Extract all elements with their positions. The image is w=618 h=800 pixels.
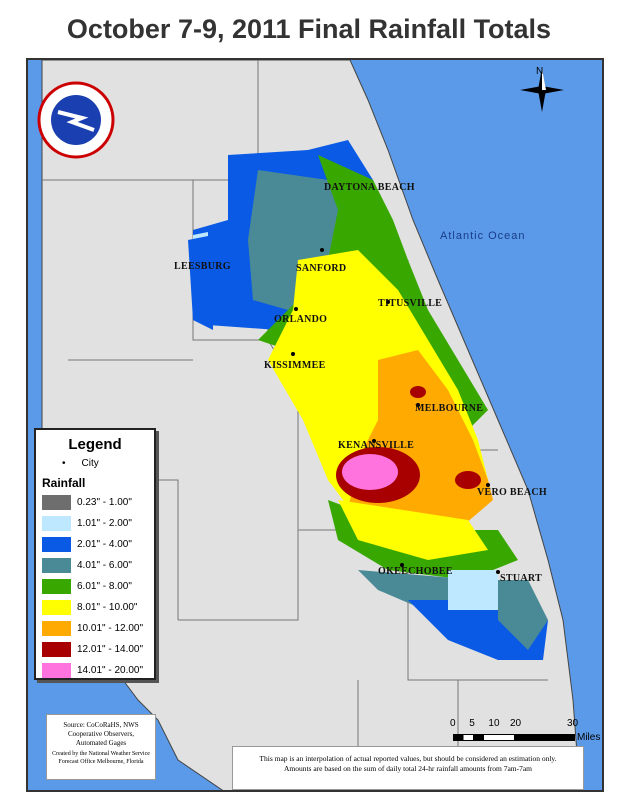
city-melbourne: MELBOURNE: [415, 403, 484, 414]
city-vero-beach: VERO BEACH: [477, 487, 547, 498]
legend-class-label: 8.01" - 10.00": [77, 602, 138, 613]
city-kenansville: KENANSVILLE: [338, 440, 415, 451]
rainfall-zones: [188, 140, 548, 660]
rainfall-map: DAYTONA BEACH LEESBURG SANFORD TITUSVILL…: [26, 58, 604, 792]
city-orlando: ORLANDO: [274, 314, 328, 325]
city-sanford: SANFORD: [296, 263, 347, 274]
city-titusville: TITUSVILLE: [378, 298, 443, 309]
legend-class: 12.01" - 14.00": [42, 639, 154, 660]
legend-class: 10.01" - 12.00": [42, 618, 154, 639]
credit-line: Forecast Office Melbourne, Florida: [58, 759, 144, 765]
legend-class: 4.01" - 6.00": [42, 555, 154, 576]
legend-swatch: [42, 558, 71, 573]
map-title: October 7-9, 2011 Final Rainfall Totals: [66, 14, 552, 44]
legend-swatch: [42, 516, 71, 531]
legend-swatch: [42, 663, 71, 678]
scale-unit: Miles: [577, 732, 601, 743]
legend-swatch: [42, 621, 71, 636]
source-line: Automated Gages: [75, 739, 127, 747]
scale-bar-graphic: [453, 734, 575, 741]
legend-swatch: [42, 579, 71, 594]
city-kissimmee: KISSIMMEE: [264, 360, 326, 371]
legend-swatch: [42, 537, 71, 552]
legend-class: 8.01" - 10.00": [42, 597, 154, 618]
legend-class-label: 6.01" - 8.00": [77, 581, 132, 592]
legend-class: 14.01" - 20.00": [42, 660, 154, 681]
legend-swatch: [42, 495, 71, 510]
north-arrow-icon: [520, 68, 564, 112]
nws-logo: [37, 81, 115, 159]
scale-tick: 20: [510, 718, 522, 729]
source-box: Source: CoCoRaHS, NWS Cooperative Observ…: [46, 714, 156, 780]
city-stuart: STUART: [500, 573, 543, 584]
city-okeechobee: OKEECHOBEE: [378, 566, 453, 577]
disclaimer-line: This map is an interpolation of actual r…: [259, 754, 557, 763]
legend-swatch: [42, 600, 71, 615]
credit-line: Created by the National Weather Service: [52, 751, 150, 757]
legend-class-label: 4.01" - 6.00": [77, 560, 132, 571]
legend-swatch: [42, 642, 71, 657]
scale-tick: 5: [469, 718, 475, 729]
legend-rainfall-label: Rainfall: [42, 476, 86, 490]
legend-class: 6.01" - 8.00": [42, 576, 154, 597]
legend: Legend • City Rainfall 0.23" - 1.00" 1.01"…: [34, 428, 156, 680]
legend-city-label: City: [81, 458, 99, 469]
map-graphic: [28, 60, 602, 790]
scale-bar: 0 5 10 20 30 Miles: [450, 718, 601, 743]
city-leesburg: LEESBURG: [174, 261, 231, 272]
legend-class-label: 0.23" - 1.00": [77, 497, 132, 508]
legend-class: 2.01" - 4.00": [42, 534, 154, 555]
legend-class-label: 10.01" - 12.00": [77, 623, 144, 634]
cities: [291, 248, 500, 574]
city-daytona-beach: DAYTONA BEACH: [324, 182, 415, 193]
legend-class-label: 2.01" - 4.00": [77, 539, 132, 550]
scale-tick: 10: [488, 718, 500, 729]
legend-class-label: 14.01" - 20.00": [77, 665, 144, 676]
city-dot-icon: •: [62, 458, 66, 469]
scale-tick: 0: [450, 718, 456, 729]
legend-class-label: 1.01" - 2.00": [77, 518, 132, 529]
ocean-label: Atlantic Ocean: [440, 230, 526, 242]
north-label: N: [536, 66, 544, 77]
legend-class: 1.01" - 2.00": [42, 513, 154, 534]
source-line: Cooperative Observers,: [67, 730, 135, 738]
scale-tick: 30: [567, 718, 579, 729]
source-line: Source: CoCoRaHS, NWS: [63, 721, 139, 729]
legend-title: Legend: [68, 436, 122, 453]
legend-class: 0.23" - 1.00": [42, 492, 154, 513]
disclaimer-box: This map is an interpolation of actual r…: [232, 746, 584, 790]
disclaimer-line: Amounts are based on the sum of daily to…: [283, 764, 533, 773]
legend-class-label: 12.01" - 14.00": [77, 644, 144, 655]
